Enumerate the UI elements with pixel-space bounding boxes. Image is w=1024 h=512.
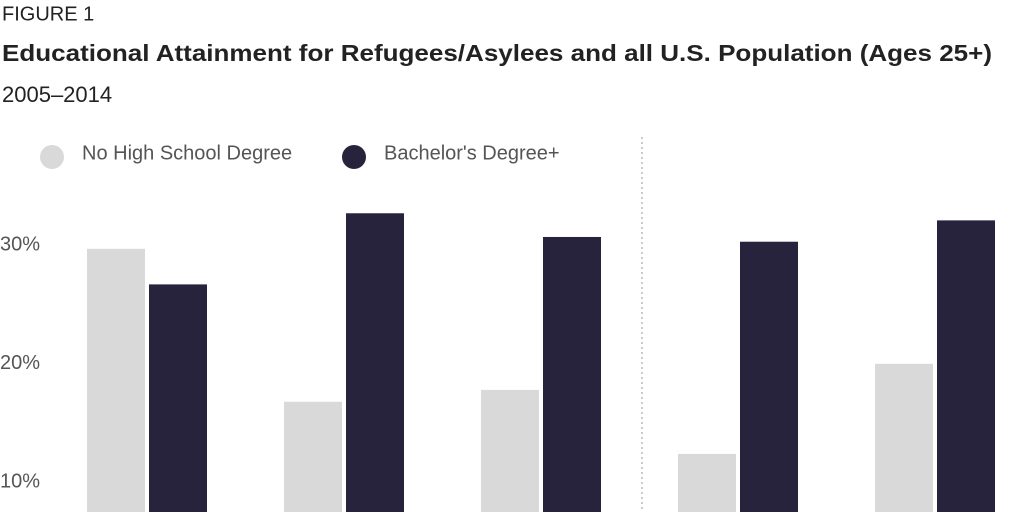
bar <box>346 213 404 512</box>
chart-subtitle: 2005–2014 <box>2 82 112 107</box>
bar <box>87 248 145 512</box>
bar <box>875 363 933 512</box>
y-tick: 30% <box>0 234 40 256</box>
chart-title: Educational Attainment for Refugees/Asyl… <box>2 40 992 66</box>
bar <box>481 389 539 512</box>
bar <box>937 220 995 512</box>
legend-label: No High School Degree <box>82 142 292 164</box>
bar <box>740 241 798 512</box>
figure-label: FIGURE 1 <box>2 3 94 25</box>
legend-label: Bachelor's Degree+ <box>384 142 560 164</box>
bar <box>543 236 601 512</box>
y-tick: 10% <box>0 471 40 493</box>
bar <box>678 453 736 512</box>
y-tick-label: 10% <box>0 471 40 493</box>
y-tick-label: 20% <box>0 352 40 374</box>
y-tick-label: 30% <box>0 234 40 256</box>
legend-swatch <box>342 145 366 169</box>
bar <box>284 401 342 512</box>
bar <box>149 284 207 512</box>
legend-swatch <box>40 145 64 169</box>
y-tick: 20% <box>0 352 40 374</box>
